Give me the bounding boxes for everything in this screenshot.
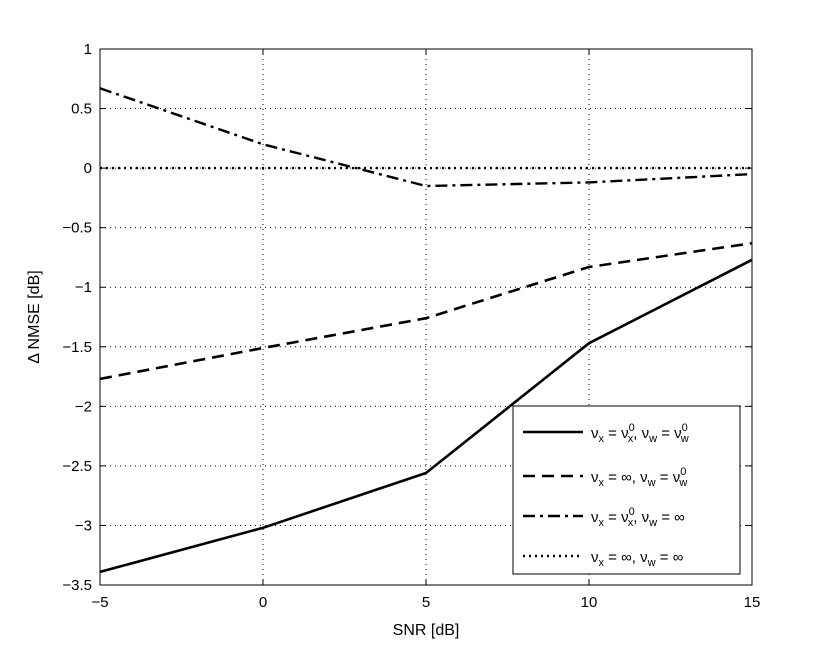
y-tick-label: −3.5 [62, 577, 92, 594]
legend-text-part: w [648, 433, 657, 445]
legend-text-part: x [599, 477, 605, 489]
x-tick-label: 5 [422, 594, 430, 611]
x-tick-label: 10 [581, 594, 598, 611]
y-tick-label: −1 [75, 279, 92, 296]
legend-label-3: νx = ν0 x, νw = ∞ [591, 506, 685, 529]
legend-label-1: νx = ν0 x, νw = ν0 w [591, 422, 689, 445]
x-tick-label: −5 [91, 594, 108, 611]
legend-text-part: 0 [629, 506, 635, 518]
legend: νx = ν0 x, νw = ν0 wνx = ∞, νw = ν0 wνx = ν… [512, 405, 741, 575]
legend-text-part: x [599, 517, 605, 529]
y-tick-label: −2.5 [62, 458, 92, 475]
legend-text-part: 0 [680, 466, 686, 478]
legend-text-part: w [678, 477, 687, 489]
legend-text-part: w [680, 433, 689, 445]
legend-text-part: , ν [633, 425, 649, 442]
legend-text-part: x [628, 433, 634, 445]
y-tick-label: 1 [84, 41, 92, 58]
legend-text-part: x [628, 517, 634, 529]
axis-ticks: −5 0 5 10 15 1 0.5 0 −0.5 −1 −1.5 −2 −2.5 −3 −3.5 [62, 41, 760, 611]
legend-text-part: = ν [604, 509, 629, 526]
x-tick-label: 15 [744, 594, 761, 611]
legend-text-part: = ∞ [604, 549, 632, 566]
legend-text-part: = ∞ [657, 509, 685, 526]
legend-text-part: , ν [632, 549, 648, 566]
legend-text-part: x [599, 433, 605, 445]
legend-text-part: = ν [657, 425, 682, 442]
legend-text-part: ν [591, 549, 599, 566]
legend-text-part: ν [591, 509, 599, 526]
y-tick-label: −1.5 [62, 339, 92, 356]
legend-text-part: ν [591, 425, 599, 442]
y-tick-label: 0 [84, 160, 92, 177]
legend-text-part: 0 [629, 422, 635, 434]
y-axis-title: Δ NMSE [dB] [26, 270, 43, 363]
series-group [99, 87, 753, 574]
y-tick-label: 0.5 [71, 101, 92, 118]
legend-text-part: = ν [656, 469, 681, 486]
legend-text-part: w [648, 517, 657, 529]
legend-text-part: x [599, 557, 605, 569]
series-line-1 [99, 258, 753, 574]
legend-text-part: w [647, 477, 656, 489]
x-tick-label: 0 [259, 594, 267, 611]
series-line-2 [99, 241, 753, 381]
series-line-3 [99, 87, 753, 188]
x-axis-title: SNR [dB] [393, 622, 460, 639]
legend-text-part: = ∞ [604, 469, 632, 486]
legend-text-part: , ν [633, 509, 649, 526]
y-tick-label: −3 [75, 517, 92, 534]
legend-box [512, 405, 741, 575]
legend-label-2: νx = ∞, νw = ν0 w [591, 466, 687, 489]
legend-text-part: 0 [682, 422, 688, 434]
legend-text-part: ν [591, 469, 599, 486]
legend-text-part: = ∞ [656, 549, 684, 566]
legend-text-part: = ν [604, 425, 629, 442]
y-tick-label: −0.5 [62, 220, 92, 237]
legend-text-part: , ν [632, 469, 648, 486]
legend-text-part: w [647, 557, 656, 569]
legend-label-4: νx = ∞, νw = ∞ [591, 549, 684, 569]
y-tick-label: −2 [75, 398, 92, 415]
